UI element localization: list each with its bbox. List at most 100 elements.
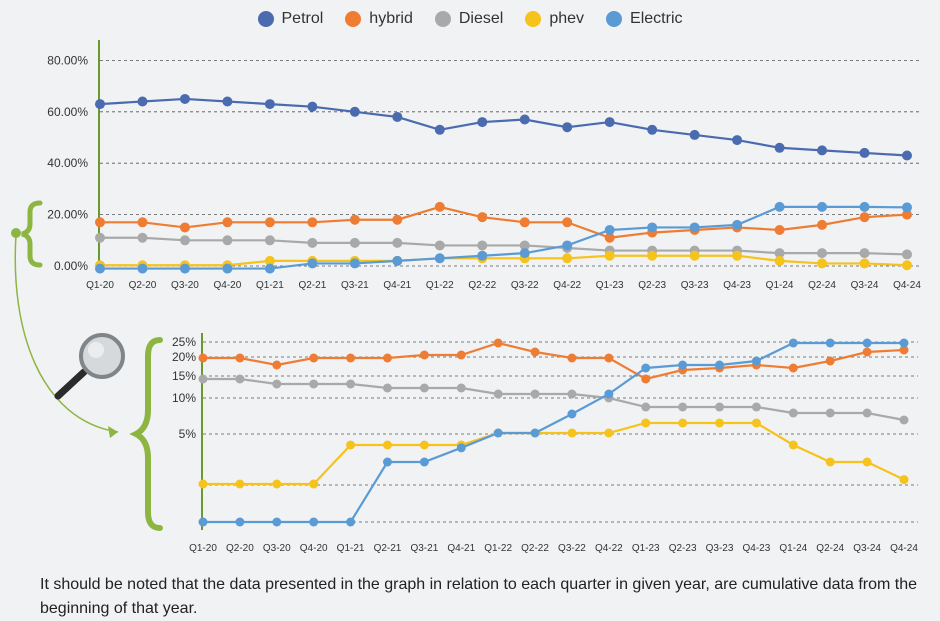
x-tick-label: Q3-21: [410, 543, 438, 554]
data-point-electric: [689, 222, 700, 233]
y-tick-label: 40.00%: [47, 156, 88, 170]
y-tick-label: 0.00%: [54, 259, 88, 273]
x-tick-label: Q1-24: [779, 543, 807, 554]
data-point-hybrid: [604, 353, 614, 363]
data-point-hybrid: [774, 225, 785, 236]
x-tick-label: Q2-21: [298, 280, 326, 291]
x-tick-label: Q2-20: [129, 280, 157, 291]
data-point-hybrid: [235, 353, 245, 363]
x-tick-label: Q4-22: [553, 280, 581, 291]
data-point-hybrid: [382, 353, 392, 363]
data-point-petrol: [519, 114, 530, 125]
data-point-diesel: [95, 232, 105, 243]
data-point-diesel: [137, 232, 148, 243]
data-point-phev: [788, 440, 798, 450]
legend-label-diesel: Diesel: [458, 10, 504, 27]
y-tick-label: 20%: [172, 350, 196, 364]
footnote: It should be noted that the data present…: [40, 576, 918, 617]
data-point-petrol: [95, 99, 105, 110]
data-point-hybrid: [95, 217, 105, 228]
zoom-chart: 25%20% 15% 10% 5% Q1-20 Q2-20 Q3-20 Q4-20 Q1-21 Q…: [172, 333, 918, 554]
legend-swatch-phev: [525, 11, 542, 27]
data-point-hybrid: [817, 219, 828, 230]
series-line-hybrid: [203, 341, 905, 381]
series-line-phev: [203, 421, 905, 486]
data-point-hybrid: [264, 217, 275, 228]
x-tick-label: Q1-21: [256, 280, 284, 291]
data-point-diesel: [519, 240, 530, 251]
x-tick-label: Q1-21: [337, 543, 365, 554]
data-point-phev: [346, 440, 356, 450]
magnifier-handle: [54, 368, 88, 400]
data-point-electric: [899, 338, 909, 348]
x-tick-label: Q2-23: [669, 543, 697, 554]
data-point-hybrid: [641, 374, 651, 384]
data-point-electric: [179, 263, 190, 274]
series-line-phev: [100, 254, 908, 267]
data-point-electric: [715, 360, 725, 370]
data-point-phev: [309, 479, 319, 489]
data-point-diesel: [751, 402, 761, 412]
series-line-hybrid: [100, 205, 908, 239]
data-point-phev: [689, 250, 700, 261]
data-point-electric: [434, 253, 445, 264]
series-line-electric: [203, 341, 904, 524]
data-point-phev: [647, 250, 658, 261]
data-point-hybrid: [530, 347, 540, 357]
magnifier-glare: [88, 342, 104, 358]
x-tick-label: Q3-22: [511, 280, 539, 291]
data-point-petrol: [604, 117, 615, 128]
data-point-electric: [647, 222, 658, 233]
y-tick-label: 20.00%: [47, 208, 88, 222]
data-point-electric: [567, 409, 577, 419]
legend-label-petrol: Petrol: [281, 10, 324, 27]
y-tick-label: 25%: [172, 335, 196, 349]
data-point-petrol: [392, 111, 403, 122]
x-tick-label: Q3-21: [341, 280, 369, 291]
data-point-hybrid: [859, 212, 870, 223]
x-tick-label: Q2-24: [816, 543, 844, 554]
data-point-hybrid: [137, 217, 148, 228]
x-tick-label: Q1-20: [189, 543, 217, 554]
series-line-electric: [100, 205, 908, 270]
data-point-phev: [862, 457, 872, 467]
data-point-diesel: [349, 237, 360, 248]
data-point-hybrid: [567, 353, 577, 363]
arrow-start-dot: [11, 228, 21, 238]
data-point-hybrid: [456, 350, 466, 360]
data-point-diesel: [392, 237, 403, 248]
x-tick-label: Q2-22: [521, 543, 549, 554]
x-tick-label: Q2-24: [808, 280, 836, 291]
data-point-hybrid: [349, 214, 360, 225]
series-line-petrol: [99, 97, 908, 157]
x-tick-label: Q1-20: [86, 280, 114, 291]
x-tick-label: Q1-22: [484, 543, 512, 554]
data-point-petrol: [859, 147, 870, 158]
x-tick-label: Q2-22: [468, 280, 496, 291]
data-point-electric: [392, 255, 403, 266]
data-point-electric: [774, 201, 785, 212]
legend-swatch-diesel: [434, 11, 451, 27]
data-point-phev: [817, 258, 828, 269]
x-tick-label: Q1-22: [426, 280, 454, 291]
data-point-diesel: [774, 248, 785, 259]
data-point-hybrid: [392, 214, 403, 225]
data-point-hybrid: [562, 217, 573, 228]
annotation-group: [11, 200, 163, 531]
data-point-diesel: [567, 389, 577, 399]
data-point-petrol: [179, 93, 190, 104]
data-point-phev: [859, 258, 870, 269]
data-point-diesel: [222, 235, 233, 246]
data-point-phev: [604, 428, 614, 438]
data-point-electric: [346, 517, 356, 527]
data-point-electric: [349, 258, 360, 269]
data-point-diesel: [477, 240, 488, 251]
bracket-icon: [129, 337, 163, 531]
data-point-electric: [562, 240, 573, 251]
main-chart: 80.00% 60.00% 40.00% 20.00% 0.00% Q1-20 Q2-20 Q…: [47, 40, 921, 291]
legend-item-diesel: Diesel: [434, 10, 504, 28]
data-point-petrol: [817, 145, 828, 156]
legend-swatch-hybrid: [345, 11, 362, 27]
